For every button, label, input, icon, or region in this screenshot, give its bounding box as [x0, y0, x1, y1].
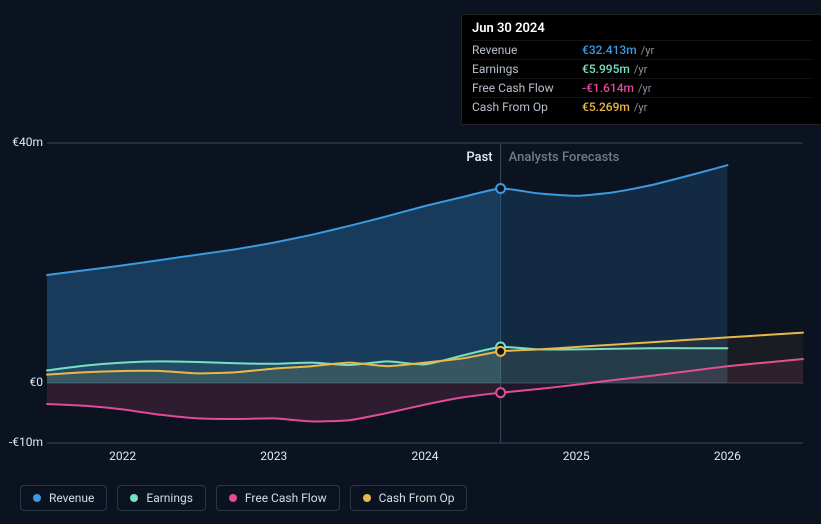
- legend-item-label: Free Cash Flow: [245, 491, 327, 505]
- legend-item-revenue[interactable]: Revenue: [20, 485, 107, 511]
- x-axis-label: 2022: [109, 449, 136, 463]
- tooltip-row-unit: /yr: [638, 82, 651, 95]
- chart-container: €40m €0 -€10m 2022 2023 2024 2025 2026 P…: [0, 0, 821, 524]
- y-axis-label: €0: [30, 375, 44, 389]
- tooltip-row-label: Cash From Op: [472, 100, 582, 114]
- x-axis-label: 2023: [260, 449, 287, 463]
- legend-item-label: Revenue: [49, 491, 94, 505]
- tooltip-row: Free Cash Flow-€1.614m/yr: [472, 78, 812, 97]
- tooltip-title: Jun 30 2024: [472, 21, 812, 36]
- y-axis-label: €40m: [12, 135, 43, 149]
- x-axis-label: 2025: [563, 449, 590, 463]
- tooltip-row: Earnings€5.995m/yr: [472, 59, 812, 78]
- past-label: Past: [441, 150, 493, 165]
- legend-swatch-icon: [33, 494, 41, 502]
- tooltip-row-value: -€1.614m: [582, 81, 634, 95]
- legend: Revenue Earnings Free Cash Flow Cash From O…: [20, 485, 467, 511]
- forecast-label: Analysts Forecasts: [509, 150, 620, 165]
- tooltip-row: Revenue€32.413m/yr: [472, 40, 812, 59]
- legend-swatch-icon: [130, 494, 138, 502]
- legend-item-fcf[interactable]: Free Cash Flow: [216, 485, 340, 511]
- tooltip-row-value: €5.995m: [582, 62, 630, 76]
- y-axis-label: -€10m: [9, 435, 43, 449]
- tooltip-row: Cash From Op€5.269m/yr: [472, 97, 812, 116]
- legend-item-cfo[interactable]: Cash From Op: [350, 485, 468, 511]
- tooltip-row-label: Revenue: [472, 43, 582, 57]
- x-axis-label: 2026: [714, 449, 741, 463]
- tooltip-row-unit: /yr: [641, 44, 654, 57]
- legend-swatch-icon: [229, 494, 237, 502]
- tooltip-row-value: €32.413m: [582, 43, 637, 57]
- legend-item-label: Cash From Op: [379, 491, 455, 505]
- tooltip-row-label: Free Cash Flow: [472, 81, 582, 95]
- tooltip-row-unit: /yr: [634, 63, 647, 76]
- x-axis-label: 2024: [412, 449, 439, 463]
- tooltip-row-value: €5.269m: [582, 100, 630, 114]
- legend-item-label: Earnings: [146, 491, 193, 505]
- tooltip: Jun 30 2024 Revenue€32.413m/yrEarnings€5…: [461, 14, 821, 125]
- tooltip-row-label: Earnings: [472, 62, 582, 76]
- tooltip-row-unit: /yr: [634, 101, 647, 114]
- legend-item-earnings[interactable]: Earnings: [117, 485, 206, 511]
- legend-swatch-icon: [363, 494, 371, 502]
